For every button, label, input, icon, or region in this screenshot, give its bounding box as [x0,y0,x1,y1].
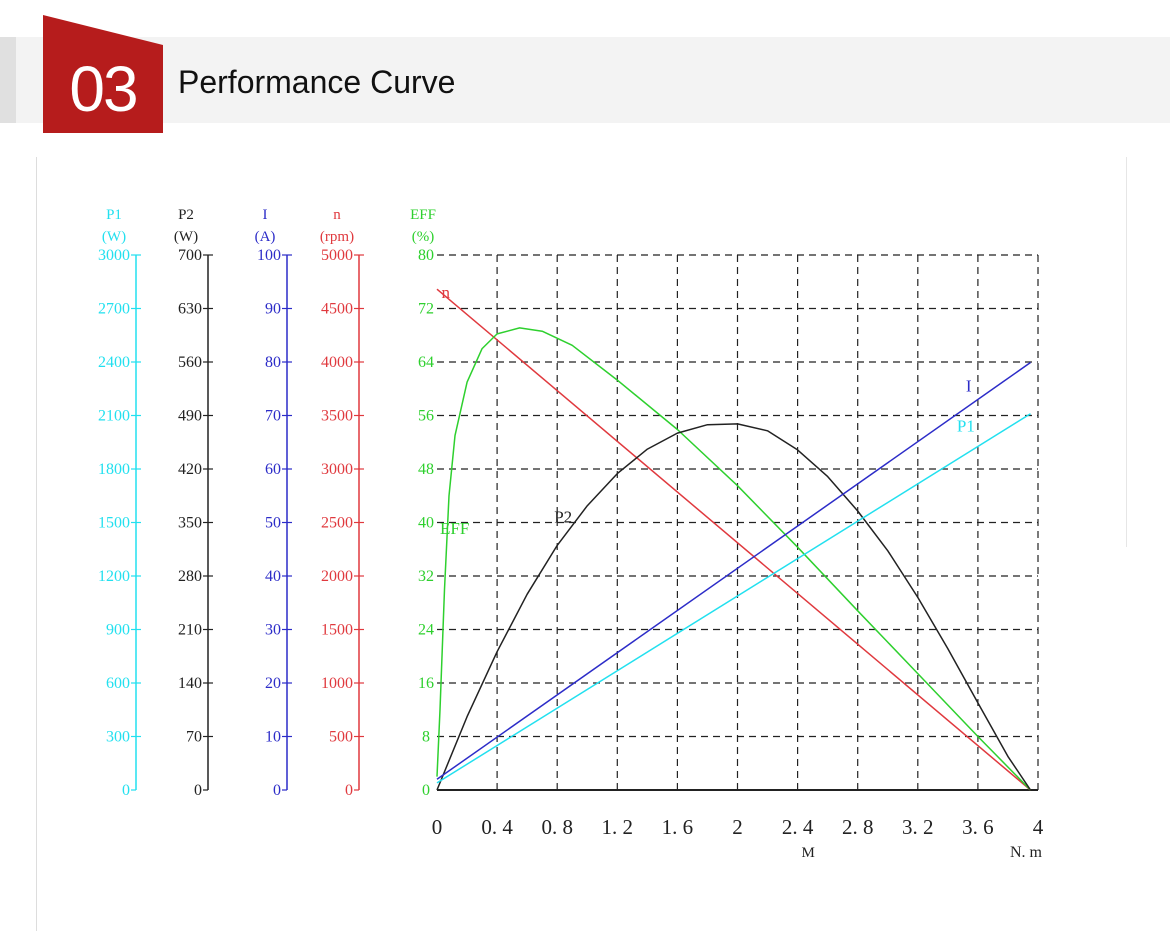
section-badge: 03 [43,15,163,133]
x-tick-label: 2. 8 [842,815,874,839]
badge-shape [43,15,163,133]
y-tick-label-n: 4500 [321,301,353,318]
y-tick-label-n: 1500 [321,622,353,639]
y-tick-label-P1: 600 [106,675,130,692]
y-tick-label-P1: 2700 [98,301,130,318]
content-left-border [36,157,37,931]
y-axis-name-EFF: EFF [410,207,436,223]
series-label-n: n [442,283,451,302]
y-tick-label-n: 0 [345,782,353,799]
y-tick-label-P1: 2100 [98,408,130,425]
series-line-n [436,288,1031,791]
y-tick-label-P2: 560 [178,354,202,371]
y-tick-label-P2: 0 [194,782,202,799]
series-label-EFF: EFF [440,519,469,538]
series-line-P2 [436,423,1032,791]
y-tick-label-P1: 3000 [98,247,130,264]
y-tick-label-n: 3500 [321,408,353,425]
y-tick-label-P1: 1200 [98,568,130,585]
y-tick-label-EFF: 80 [418,247,434,264]
y-tick-label-P2: 280 [178,568,202,585]
header-left-stub [0,37,16,123]
series-line-I [436,361,1031,780]
y-tick-label-n: 1000 [321,675,353,692]
y-tick-label-I: 50 [265,515,281,532]
y-tick-label-P2: 490 [178,408,202,425]
y-tick-label-P2: 630 [178,301,202,318]
x-tick-label: 3. 2 [902,815,934,839]
y-tick-label-EFF: 8 [422,729,430,746]
y-tick-label-I: 30 [265,622,281,639]
series-label-P2: P2 [554,508,572,527]
y-tick-label-P1: 0 [122,782,130,799]
y-tick-label-P2: 210 [178,622,202,639]
y-axis-unit-n: (rpm) [320,229,354,245]
content-right-border [1126,157,1127,547]
y-tick-label-EFF: 48 [418,461,434,478]
series-label-P1: P1 [957,417,975,436]
x-tick-label: 2. 4 [782,815,814,839]
y-tick-label-EFF: 64 [418,354,434,371]
y-tick-label-n: 2500 [321,515,353,532]
y-tick-label-P2: 700 [178,247,202,264]
y-tick-label-EFF: 32 [418,568,434,585]
y-axis-unit-P2: (W) [174,229,198,245]
y-axis-name-I: I [263,207,268,223]
y-axis-name-P1: P1 [106,207,122,223]
y-tick-label-I: 10 [265,729,281,746]
y-tick-label-I: 60 [265,461,281,478]
y-tick-label-EFF: 24 [418,622,434,639]
series-line-EFF [436,327,1032,791]
y-tick-label-EFF: 72 [418,301,434,318]
x-tick-label: 0. 8 [541,815,573,839]
y-tick-label-P1: 2400 [98,354,130,371]
y-tick-label-EFF: 40 [418,515,434,532]
y-tick-label-P2: 70 [186,729,202,746]
x-tick-label: 3. 6 [962,815,994,839]
y-tick-label-I: 20 [265,675,281,692]
y-tick-label-n: 500 [329,729,353,746]
y-tick-label-I: 80 [265,354,281,371]
y-tick-label-P2: 350 [178,515,202,532]
y-axis-unit-I: (A) [255,229,276,245]
x-tick-label: 0 [432,815,443,839]
y-tick-label-P1: 300 [106,729,130,746]
x-tick-label: 2 [732,815,743,839]
y-axis-name-P2: P2 [178,207,194,223]
x-tick-label: 4 [1033,815,1044,839]
y-tick-label-P2: 140 [178,675,202,692]
y-axis-unit-P1: (W) [102,229,126,245]
y-tick-label-I: 100 [257,247,281,264]
header-band [0,37,1170,123]
y-tick-label-EFF: 16 [418,675,434,692]
series-label-I: I [966,376,972,395]
y-tick-label-I: 90 [265,301,281,318]
y-tick-label-EFF: 56 [418,408,434,425]
x-tick-label: 1. 2 [602,815,634,839]
y-tick-label-I: 40 [265,568,281,585]
y-tick-label-n: 3000 [321,461,353,478]
section-title: Performance Curve [178,64,456,100]
y-axis-name-n: n [333,207,341,223]
x-tick-label: 0. 4 [481,815,513,839]
y-tick-label-I: 0 [273,782,281,799]
series-line-P1 [436,413,1031,784]
x-tick-label: 1. 6 [662,815,694,839]
y-tick-label-I: 70 [265,408,281,425]
y-tick-label-n: 2000 [321,568,353,585]
section-number: 03 [69,53,138,125]
x-axis-unit: N. m [1010,844,1043,861]
y-axis-unit-EFF: (%) [412,229,435,245]
y-tick-label-n: 5000 [321,247,353,264]
y-tick-label-n: 4000 [321,354,353,371]
y-tick-label-EFF: 0 [422,782,430,799]
y-tick-label-P1: 1500 [98,515,130,532]
y-tick-label-P1: 900 [106,622,130,639]
y-tick-label-P1: 1800 [98,461,130,478]
x-axis-label: M [801,845,814,861]
y-tick-label-P2: 420 [178,461,202,478]
